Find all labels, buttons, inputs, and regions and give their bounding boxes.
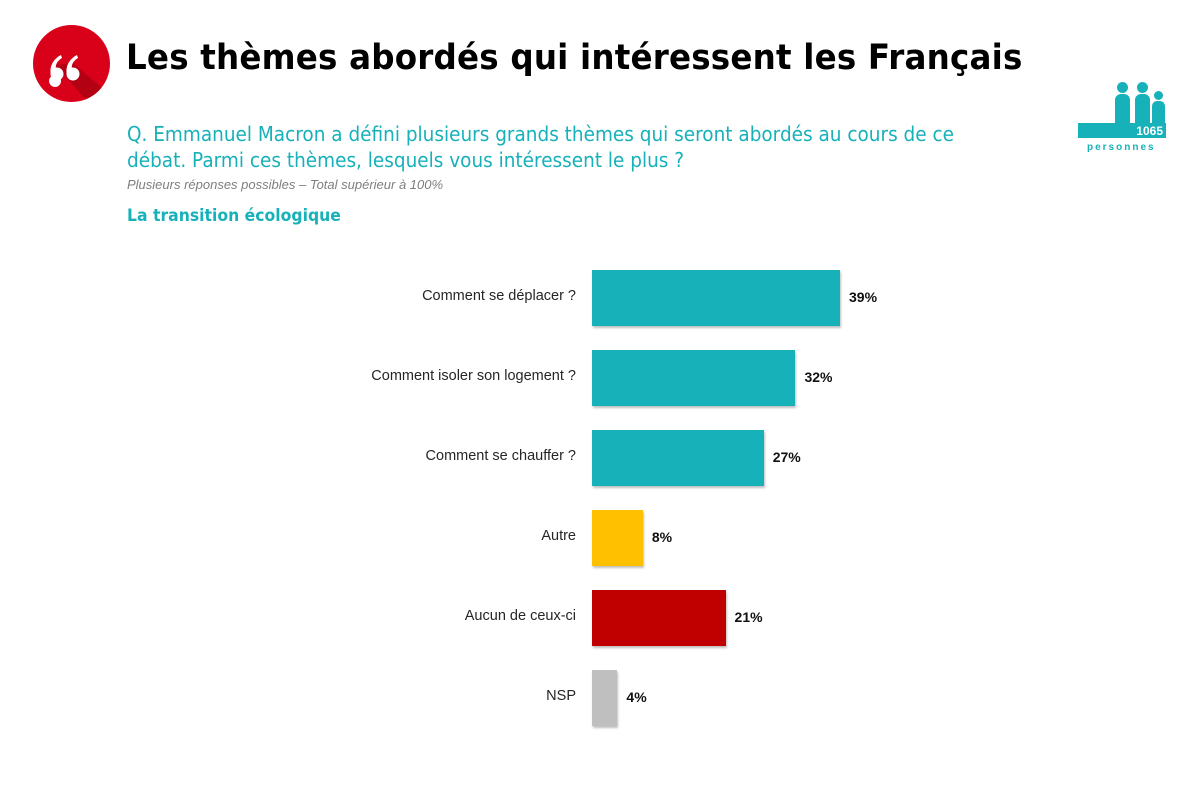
bar — [592, 430, 764, 486]
bar — [592, 350, 796, 406]
value-label: 4% — [626, 689, 647, 705]
sample-label: personnes — [1087, 142, 1156, 153]
response-note: Plusieurs réponses possibles – Total sup… — [127, 177, 444, 192]
survey-question: Q. Emmanuel Macron a défini plusieurs gr… — [127, 122, 954, 172]
quote-icon — [33, 25, 110, 102]
value-label: 8% — [651, 529, 673, 545]
category-label: Comment isoler son logement ? — [371, 368, 576, 384]
value-label: 27% — [772, 449, 801, 465]
category-label: Autre — [541, 528, 576, 544]
category-label: NSP — [546, 688, 576, 704]
value-label: 32% — [804, 369, 833, 385]
bar — [592, 590, 726, 646]
chart-subtitle: La transition écologique — [127, 206, 341, 226]
page-title: Les thèmes abordés qui intéressent les F… — [126, 38, 1023, 78]
bar — [592, 270, 840, 326]
sample-bar — [1078, 123, 1166, 138]
category-label: Comment se chauffer ? — [425, 448, 576, 464]
category-label: Comment se déplacer ? — [422, 288, 576, 304]
value-label: 39% — [849, 289, 878, 305]
sample-count: 1065 — [1136, 124, 1163, 138]
bar — [592, 670, 618, 726]
bar — [592, 510, 643, 566]
category-label: Aucun de ceux-ci — [464, 608, 576, 624]
sample-size-badge: 1065 personnes — [1075, 82, 1169, 154]
value-label: 21% — [734, 609, 763, 625]
